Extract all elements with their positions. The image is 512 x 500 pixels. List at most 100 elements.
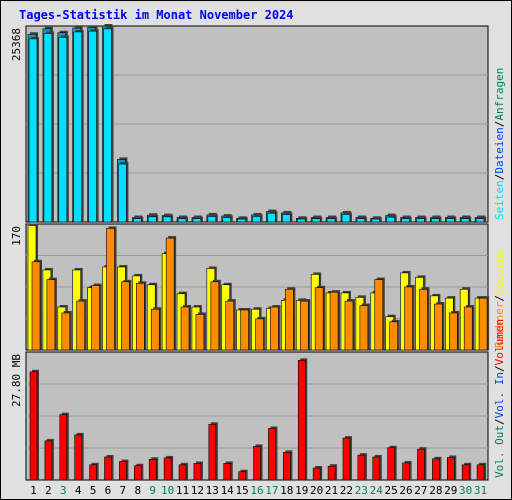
legend-entry: Rechner [493,301,506,348]
x-tick-label: 25 [385,484,398,497]
bar-rechner [150,308,160,351]
bar-volumen [119,461,127,481]
bar-dateien [222,217,232,223]
bar-dateien [177,218,187,223]
x-tick-label: 19 [295,484,308,497]
x-tick-label: 27 [414,484,427,497]
bar-rechner [195,314,205,351]
x-tick-label: 15 [235,484,248,497]
x-tick-label: 28 [429,484,442,497]
bar-volumen [238,471,246,481]
bar-rechner [344,300,354,351]
bar-dateien [431,218,440,223]
bar-rechner [478,297,488,351]
legend-entry: Vol. Out [493,425,506,478]
x-tick-label: 24 [370,484,384,497]
bar-volumen [134,465,142,481]
bar-rechner [61,312,71,351]
legend-3: Vol. Out/Vol. In/Volumen [493,319,506,478]
x-tick-label: 9 [149,484,156,497]
bar-dateien [88,30,97,223]
chart-title: Tages-Statistik im Monat November 2024 [19,8,294,22]
bar-volumen [253,446,261,481]
bar-dateien [371,218,381,223]
x-tick-label: 23 [355,484,368,497]
bar-dateien [475,218,485,223]
x-tick-label: 30 [459,484,472,497]
legend-entry: Volumen [493,319,506,365]
x-tick-label: 26 [399,484,412,497]
legend-separator: / [493,295,506,302]
x-tick-label: 29 [444,484,457,497]
bar-dateien [445,218,455,223]
bar-dateien [118,163,127,223]
bar-volumen [372,456,381,481]
bar-volumen [74,434,83,481]
x-tick-label: 11 [176,484,189,497]
bar-volumen [283,452,291,481]
bar-rechner [389,321,398,351]
x-tick-label: 5 [90,484,97,497]
x-tick-label: 16 [250,484,263,497]
bar-volumen [432,458,440,481]
x-tick-label: 4 [75,484,82,497]
y-axis-max-label: 27.80 MB [10,354,23,407]
bar-volumen [357,454,366,481]
bar-rechner [106,228,115,351]
bar-dateien [282,214,291,223]
legend-2: Rechner/Besuche [493,249,506,348]
bar-dateien [58,37,68,223]
bar-rechner [434,303,443,351]
bar-rechner [210,281,220,351]
bar-rechner [270,306,279,351]
x-tick-label: 13 [206,484,219,497]
bar-dateien [192,218,202,223]
bar-volumen [417,448,425,481]
bar-dateien [43,33,53,223]
bar-volumen [312,467,321,481]
bar-rechner [285,288,294,351]
bar-dateien [356,218,366,223]
bar-rechner [225,300,235,351]
x-tick-label: 14 [221,484,235,497]
bar-volumen [327,465,336,481]
bar-rechner [314,287,324,351]
bar-dateien [267,212,276,223]
bar-rechner [136,282,145,351]
bar-volumen [193,463,202,481]
bar-volumen [163,457,172,481]
bar-rechner [374,279,384,351]
bar-volumen [89,464,97,481]
bar-volumen [178,464,187,481]
legend-separator: / [493,174,506,181]
y-axis-max-label: 25368 [10,28,23,61]
bar-rechner [180,306,190,351]
bar-rechner [91,285,100,351]
bar-dateien [73,31,83,223]
x-tick-label: 7 [120,484,127,497]
x-tick-label: 8 [134,484,141,497]
bar-rechner [299,300,309,351]
x-tick-label: 3 [60,484,67,497]
bar-rechner [255,318,264,351]
bar-rechner [46,279,56,351]
legend-entry: Vol. In [493,372,506,418]
bar-rechner [463,306,473,351]
bar-dateien [296,218,306,223]
bar-dateien [311,218,321,223]
bar-volumen [461,464,470,481]
bar-dateien [460,218,470,223]
x-tick-label: 6 [105,484,112,497]
bar-volumen [297,359,306,481]
x-tick-label: 2 [45,484,52,497]
bar-dateien [237,218,246,223]
bar-dateien [147,216,157,223]
bar-volumen [104,456,112,481]
bar-dateien [162,216,172,223]
bar-dateien [103,28,112,223]
bar-dateien [28,38,38,223]
bar-volumen [387,447,395,481]
x-tick-label: 1 [30,484,37,497]
legend-entry: Anfragen [493,68,506,121]
bar-dateien [207,216,217,223]
